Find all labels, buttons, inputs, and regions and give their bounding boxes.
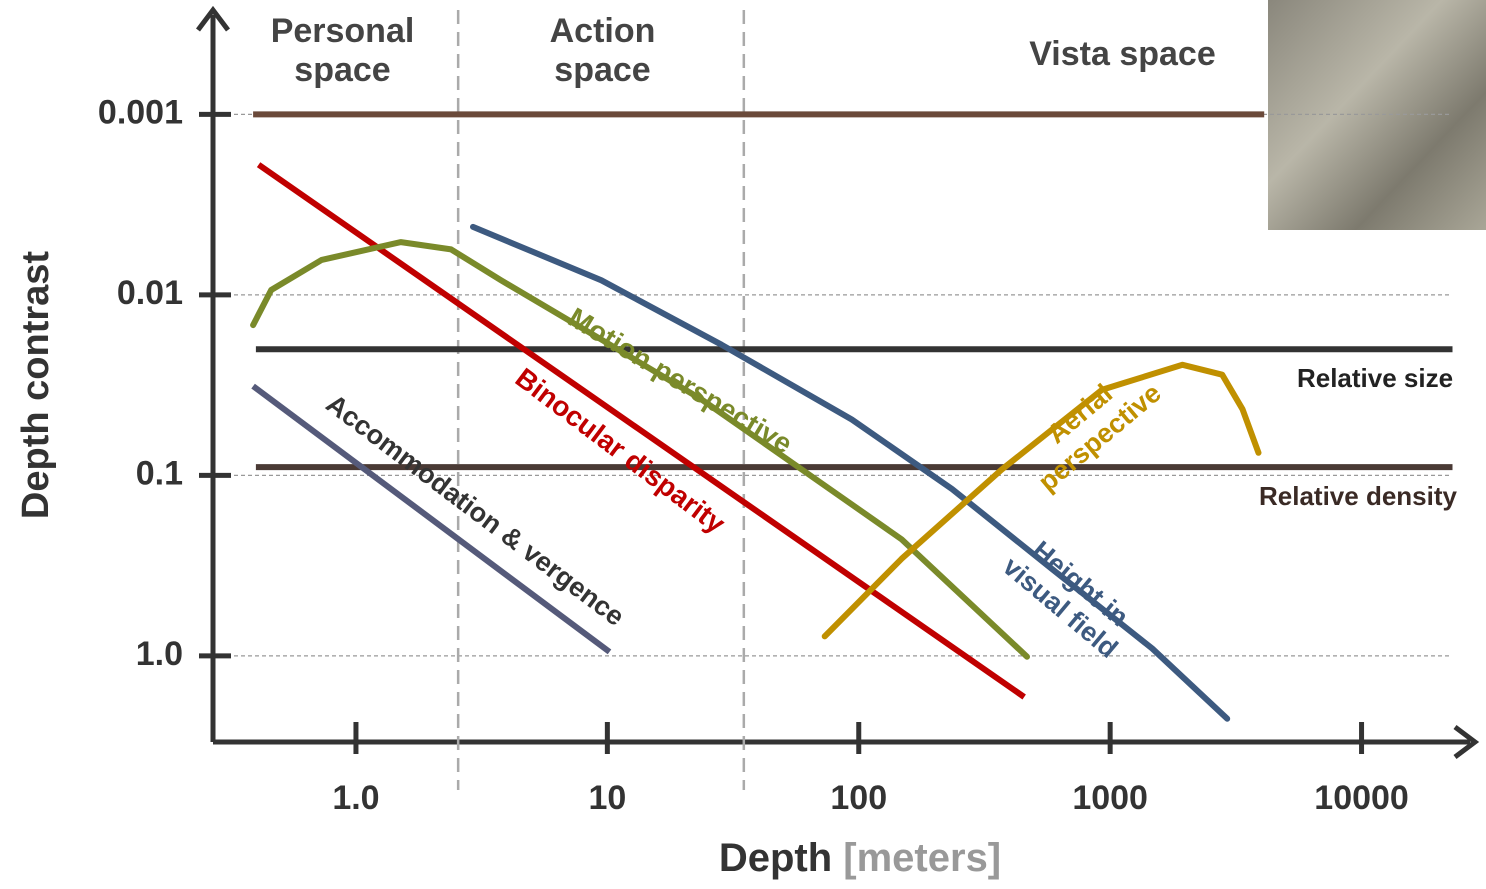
series-line: [253, 386, 609, 652]
x-tick-label: 1000: [1072, 779, 1148, 817]
y-axis-title: Depth contrast: [15, 251, 57, 519]
y-tick-label: 1.0: [136, 635, 183, 673]
x-tick-label: 10: [588, 779, 626, 817]
series-label: Relative size: [1270, 364, 1480, 394]
texture-image: [1268, 0, 1486, 230]
y-tick-label: 0.001: [98, 93, 183, 131]
chart: Depth [meters] Depth contrast 0.001 0.01 0…: [0, 0, 1486, 889]
chart-svg: Depth [meters] Depth contrast 0.001 0.01 0…: [0, 0, 1486, 889]
x-tick-label: 100: [830, 779, 887, 817]
series-label: Relative density: [1230, 482, 1486, 512]
y-tick-label: 0.1: [136, 454, 183, 492]
region-label: Action space: [515, 12, 690, 90]
x-label: Depth: [719, 836, 832, 880]
region-label: Vista space: [1000, 35, 1245, 74]
x-tick-label: 10000: [1314, 779, 1409, 817]
region-label: Personal space: [255, 12, 430, 90]
y-tick-label: 0.01: [117, 274, 183, 312]
x-label-unit: [meters]: [843, 836, 1001, 880]
x-axis-title: Depth [meters]: [719, 836, 1001, 880]
x-tick-label: 1.0: [332, 779, 379, 817]
